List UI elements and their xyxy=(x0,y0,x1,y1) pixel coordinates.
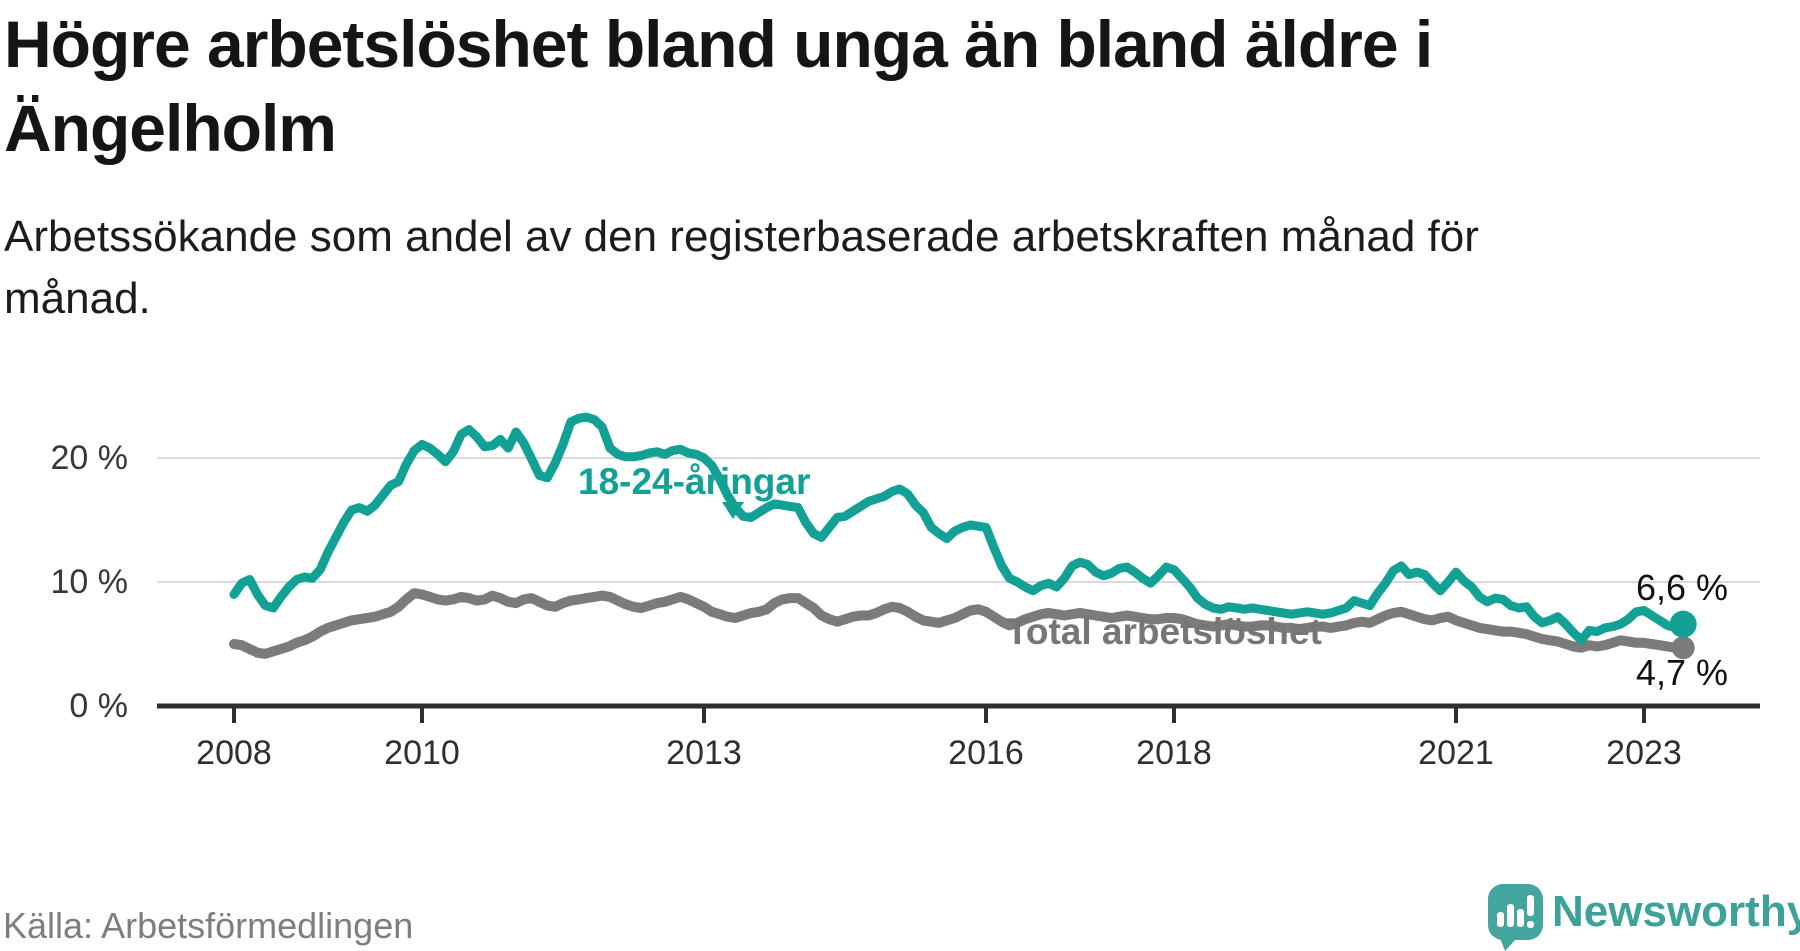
series-label-total: Total arbetslöshet xyxy=(1006,611,1322,652)
total-endpoint-dot xyxy=(1671,636,1695,660)
logo-bar-icon xyxy=(1517,909,1524,927)
x-tick-label: 2013 xyxy=(666,734,742,772)
annotation-total-last-value: 4,7 % xyxy=(1636,652,1729,693)
source-note: Källa: Arbetsförmedlingen xyxy=(3,905,414,946)
logo-speech-tail-icon xyxy=(1500,938,1517,951)
newsworthy-logo[interactable]: Newsworthy xyxy=(1486,880,1800,951)
logo-bar-icon xyxy=(1497,912,1504,927)
y-tick-label: 20 % xyxy=(50,439,129,477)
x-tick-label: 2016 xyxy=(948,734,1024,772)
x-tick-label: 2023 xyxy=(1606,734,1682,772)
youth-endpoint-dot xyxy=(1669,610,1697,638)
chart-subtitle: Arbetssökande som andel av den registerb… xyxy=(4,212,1479,323)
youth-line xyxy=(229,412,1688,645)
total-line xyxy=(229,588,1689,659)
x-tick-label: 2021 xyxy=(1418,734,1494,772)
logo-bar-icon xyxy=(1507,904,1514,927)
logo-exclamation-dot-icon xyxy=(1527,921,1534,928)
y-tick-label: 10 % xyxy=(50,563,129,601)
logo-exclamation-icon xyxy=(1527,895,1534,916)
newsworthy-wordmark: Newsworthy xyxy=(1552,887,1800,936)
x-tick-label: 2008 xyxy=(196,734,272,772)
x-tick-label: 2018 xyxy=(1136,734,1212,772)
y-tick-label: 0 % xyxy=(69,687,128,725)
page-title: Högre arbetslöshet bland unga än bland ä… xyxy=(4,7,1433,165)
newsworthy-logo-icon xyxy=(1488,884,1543,940)
series-label-youth: 18-24-åringar xyxy=(578,461,811,502)
annotation-youth-last-value: 6,6 % xyxy=(1636,567,1729,608)
series-label-youth-pointer-icon xyxy=(722,502,744,519)
x-tick-label: 2010 xyxy=(384,734,460,772)
